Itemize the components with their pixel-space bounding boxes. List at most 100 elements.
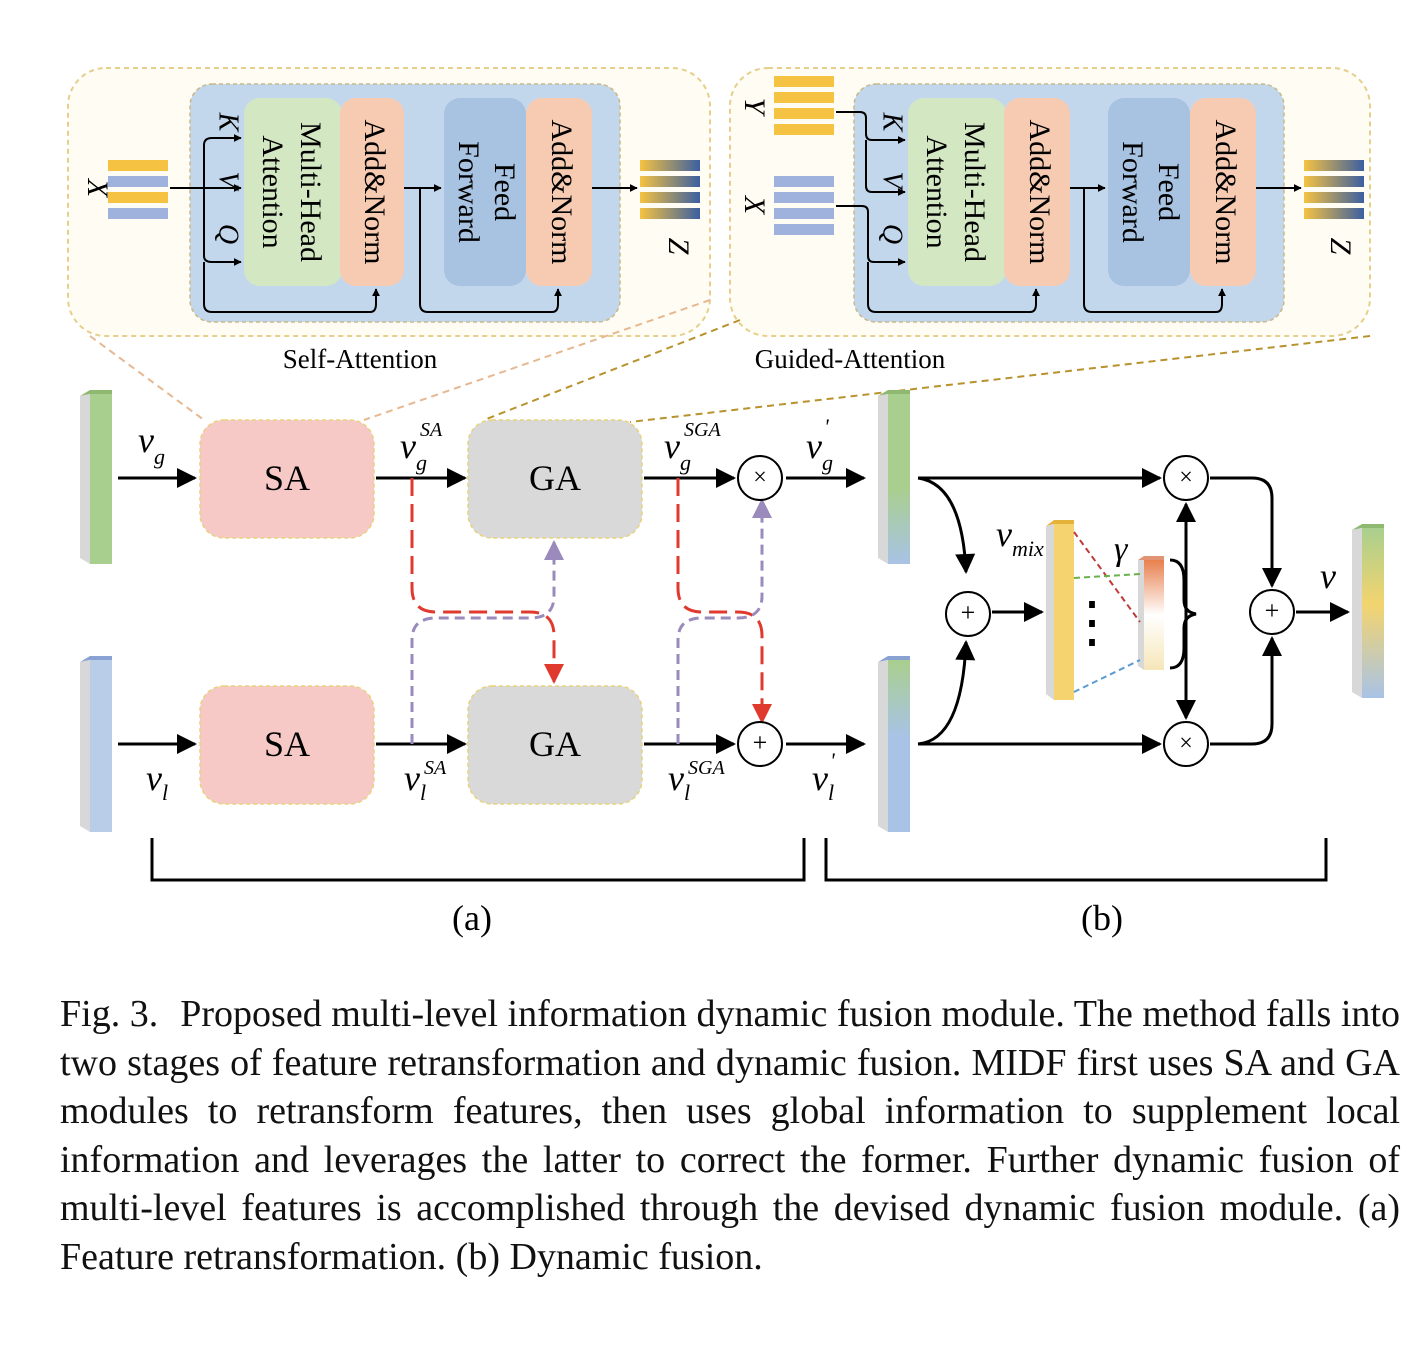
forward-label-guided: Forward: [1116, 141, 1149, 243]
caption-label: Fig. 3.: [60, 993, 159, 1035]
svg-text:vl: vl: [668, 758, 690, 805]
add-norm-block-1: [340, 98, 404, 286]
ga-block-local-label: GA: [529, 724, 581, 764]
x-input-label: X: [81, 178, 114, 199]
svg-text:SGA: SGA: [684, 419, 721, 441]
sa-block-local: [199, 685, 375, 805]
svg-text:vg: vg: [664, 426, 691, 475]
midf-diagram: X Multi-Head Attention Add&Norm Feed For…: [67, 67, 1384, 938]
vg-prime-bar: [878, 390, 910, 564]
variable-labels-a: vg vg SA vg SGA vg ' vl vl SA vl SGA vl …: [138, 414, 835, 805]
bracket-b: [824, 838, 1328, 882]
add-norm-label-1: Add&Norm: [358, 120, 391, 265]
svg-text:×: ×: [753, 465, 767, 491]
feed-label-guided: Feed: [1152, 163, 1185, 221]
svg-text:SA: SA: [420, 419, 443, 441]
v-output-bar: [1352, 524, 1384, 698]
svg-text:': ': [824, 414, 829, 439]
svg-text:×: ×: [1179, 731, 1193, 757]
dots-label: ⋮: [1064, 592, 1120, 654]
svg-text:vg: vg: [806, 426, 833, 475]
plus-op-b-right: +: [1249, 589, 1295, 635]
k-label: K: [213, 112, 244, 133]
svg-text:+: +: [1265, 596, 1280, 625]
add-norm-label-guided-2: Add&Norm: [1209, 120, 1242, 265]
x-input-bars-guided: [774, 176, 834, 235]
vl-input-bar: [80, 656, 112, 832]
q-label: Q: [213, 224, 244, 244]
svg-text:+: +: [961, 598, 976, 627]
svg-text:vl: vl: [146, 758, 168, 805]
purple-dash-2: [676, 498, 772, 744]
svg-text:SGA: SGA: [688, 757, 725, 779]
forward-label: Forward: [452, 141, 485, 243]
caption-text: Proposed multi-level information dynamic…: [60, 993, 1400, 1278]
sa-block-local-label: SA: [264, 724, 310, 764]
v-label-guided: V: [877, 171, 908, 191]
v-output-label: v: [1320, 556, 1336, 596]
multi-head-attention-block-guided: [908, 98, 1006, 286]
plus-op-a: +: [737, 721, 783, 767]
gamma-brace: [1169, 558, 1197, 670]
attention-label-guided: Attention: [920, 135, 953, 248]
svg-text:vl: vl: [812, 758, 834, 805]
gamma-bar: [1138, 556, 1164, 670]
bracket-a: [150, 838, 806, 882]
vmix-label: vmix: [996, 514, 1044, 561]
z-output-label: Z: [662, 238, 695, 255]
multi-head-label: Multi-Head: [294, 122, 327, 262]
self-attention-panel: X Multi-Head Attention Add&Norm Feed For…: [67, 67, 711, 374]
svg-text:+: +: [753, 728, 768, 757]
times-op-a: ×: [737, 455, 783, 501]
sa-block-global: [199, 419, 375, 539]
add-norm-label-2: Add&Norm: [545, 120, 578, 265]
feed-forward-block: [444, 98, 526, 286]
svg-text:vg: vg: [138, 420, 165, 469]
y-input-bars: [774, 76, 834, 135]
panel-b-label: (b): [1081, 898, 1123, 938]
y-input-label: Y: [738, 98, 771, 118]
x-input-label-guided: X: [738, 195, 771, 216]
z-output-bars: [640, 160, 700, 219]
vl-prime-bar: [878, 656, 910, 832]
plus-op-b-left: +: [945, 591, 991, 637]
x-input-bars: [108, 160, 168, 219]
vmix-bar: [1046, 520, 1074, 700]
add-norm-label-guided-1: Add&Norm: [1023, 120, 1056, 265]
svg-text:vg: vg: [400, 426, 427, 475]
purple-dash-1: [410, 540, 564, 744]
svg-text:': ': [830, 748, 835, 773]
multi-head-label-guided: Multi-Head: [958, 122, 991, 262]
ga-block-global: [467, 419, 643, 539]
svg-text:SA: SA: [424, 757, 447, 779]
gamma-label: γ: [1114, 531, 1129, 568]
attention-label: Attention: [256, 135, 289, 248]
multi-head-attention-block: [244, 98, 342, 286]
add-norm-block-2: [526, 98, 592, 286]
sa-block-global-label: SA: [264, 458, 310, 498]
guided-attention-panel: Y X Multi-Head Attention Add&Norm Feed F…: [729, 67, 1371, 374]
add-norm-block-guided-1: [1004, 98, 1070, 286]
panel-a-label: (a): [452, 898, 492, 938]
svg-text:vl: vl: [404, 758, 426, 805]
figure-caption: Fig. 3. Proposed multi-level information …: [60, 990, 1400, 1281]
feed-forward-block-guided: [1108, 98, 1190, 286]
guided-attention-caption: Guided-Attention: [755, 344, 946, 374]
panel-a: SA GA SA GA ×: [80, 390, 866, 938]
feed-label: Feed: [488, 163, 521, 221]
add-norm-block-guided-2: [1190, 98, 1256, 286]
times-op-b-top: ×: [1163, 455, 1209, 501]
q-label-guided: Q: [877, 224, 908, 244]
svg-text:×: ×: [1179, 465, 1193, 491]
z-output-bars-guided: [1304, 160, 1364, 219]
vg-input-bar: [80, 390, 112, 564]
ga-block-global-label: GA: [529, 458, 581, 498]
panel-b: ⋮ + × × +: [824, 390, 1384, 938]
times-op-b-bottom: ×: [1163, 721, 1209, 767]
z-output-label-guided: Z: [1324, 238, 1357, 255]
red-dash-2: [676, 478, 772, 724]
ga-block-local: [467, 685, 643, 805]
panel-connectors: [89, 299, 1371, 423]
k-label-guided: K: [877, 112, 908, 133]
red-dash-1: [410, 478, 564, 684]
